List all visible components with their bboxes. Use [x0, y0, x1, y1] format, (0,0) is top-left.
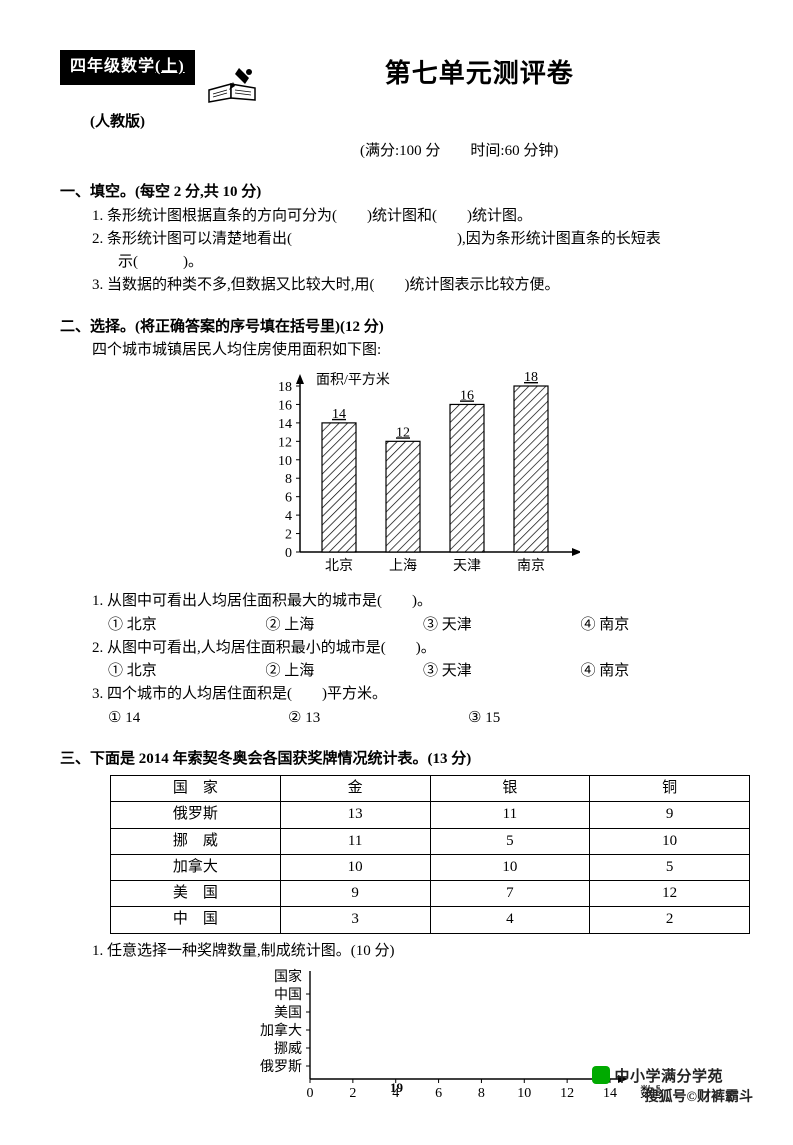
svg-text:2: 2 [285, 528, 292, 543]
svg-text:16: 16 [278, 398, 292, 413]
svg-text:8: 8 [285, 472, 292, 487]
svg-text:14: 14 [332, 407, 346, 422]
s1-q2b: 示( )。 [118, 251, 738, 274]
svg-text:10: 10 [278, 454, 292, 469]
svg-text:18: 18 [524, 370, 538, 385]
s2-q2-opts: ① 北京 ② 上海 ③ 天津 ④ 南京 [108, 660, 738, 683]
s2-q1-opts: ① 北京 ② 上海 ③ 天津 ④ 南京 [108, 614, 738, 637]
svg-text:6: 6 [285, 491, 292, 506]
s2-q1: 1. 从图中可看出人均居住面积最大的城市是( )。 [92, 590, 738, 613]
svg-text:南京: 南京 [517, 558, 545, 574]
book-icon [205, 64, 265, 114]
s1-q1: 1. 条形统计图根据直条的方向可分为( )统计图和( )统计图。 [92, 205, 738, 228]
svg-text:4: 4 [285, 509, 292, 524]
svg-text:上海: 上海 [389, 558, 417, 574]
svg-text:俄罗斯: 俄罗斯 [260, 1059, 302, 1075]
svg-text:18: 18 [278, 380, 292, 395]
svg-text:北京: 北京 [325, 558, 353, 574]
svg-text:中国: 中国 [274, 987, 302, 1003]
s1-q3: 3. 当数据的种类不多,但数据又比较大时,用( )统计图表示比较方便。 [92, 274, 738, 297]
svg-text:美国: 美国 [274, 1005, 302, 1021]
svg-text:加拿大: 加拿大 [260, 1022, 302, 1039]
svg-text:天津: 天津 [453, 558, 481, 574]
medal-table: 国 家金银铜俄罗斯13119挪 威11510加拿大10105美 国9712中 国… [110, 775, 738, 934]
svg-text:0: 0 [285, 546, 292, 561]
section3-head: 三、下面是 2014 年索契冬奥会各国获奖牌情况统计表。(13 分) [60, 748, 738, 771]
bar-chart: 0 2 4 6 8 10 12 14 16 18 面积/平方米 14 北京 12 上海 16 天津 18 南京 [260, 366, 738, 584]
s3-q1: 1. 任意选择一种奖牌数量,制成统计图。(10 分) [92, 940, 738, 963]
svg-text:12: 12 [396, 425, 410, 440]
s2-q3: 3. 四个城市的人均居住面积是( )平方米。 [92, 683, 738, 706]
score-time: (满分:100 分 时间:60 分钟) [360, 140, 738, 163]
svg-text:14: 14 [278, 417, 292, 432]
svg-text:12: 12 [278, 435, 292, 450]
watermark-source: 搜狐号©财裤霸斗 [645, 1086, 753, 1106]
page-title: 第七单元测评卷 [385, 54, 574, 94]
section1-head: 一、填空。(每空 2 分,共 10 分) [60, 181, 738, 204]
s2-q2: 2. 从图中可看出,人均居住面积最小的城市是( )。 [92, 637, 738, 660]
s2-intro: 四个城市城镇居民人均住房使用面积如下图: [92, 339, 738, 362]
svg-text:挪威: 挪威 [274, 1041, 302, 1057]
s2-q3-opts: ① 14 ② 13 ③ 15 [108, 707, 738, 730]
version-label: (人教版) [90, 111, 195, 134]
watermark-brand: 中小学满分学苑 [592, 1065, 723, 1086]
s1-q2a: 2. 条形统计图可以清楚地看出( ),因为条形统计图直条的长短表 [92, 228, 738, 251]
grade-badge: 四年级数学(上) [60, 50, 195, 85]
svg-text:16: 16 [460, 388, 474, 403]
section2-head: 二、选择。(将正确答案的序号填在括号里)(12 分) [60, 316, 738, 339]
svg-text:面积/平方米: 面积/平方米 [316, 372, 390, 388]
svg-text:国家: 国家 [274, 968, 302, 985]
